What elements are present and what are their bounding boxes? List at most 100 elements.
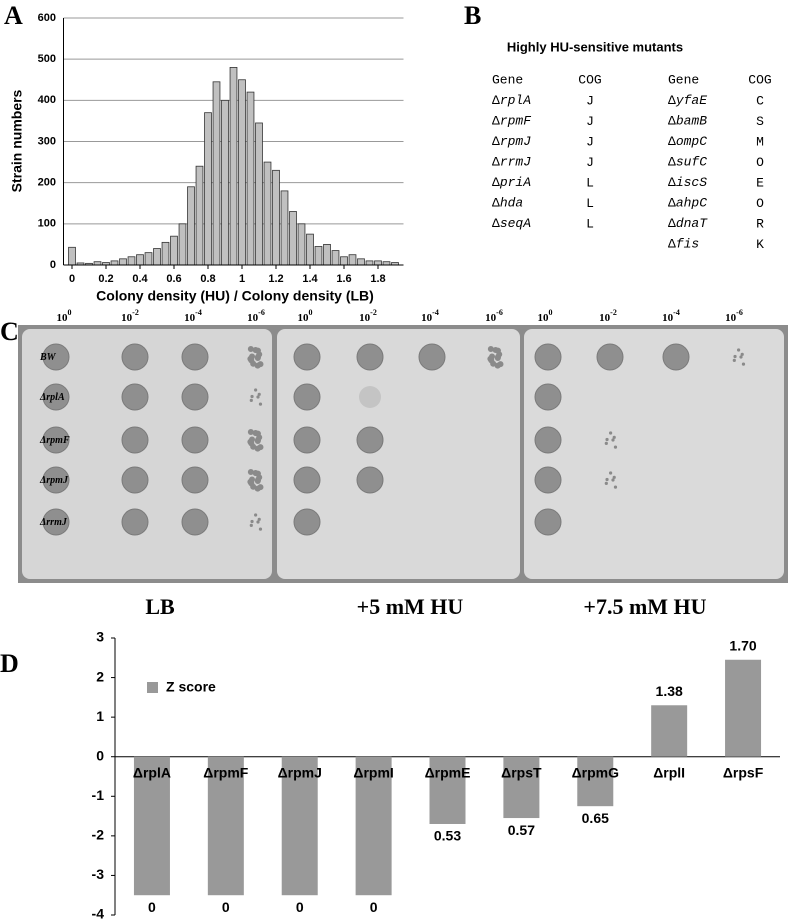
x-tick-label: ΔrpmI [353,764,393,780]
bar [136,254,144,266]
colony [733,354,737,359]
bar [153,248,161,266]
colony [254,445,261,452]
panel-letter: C [0,317,19,346]
ratio-label: 0 [296,899,304,915]
bar [331,250,340,266]
dilution-label: 100 [298,308,313,324]
spot [359,386,381,408]
y-tick-label: 300 [38,135,56,147]
ratio-label: 0 [148,899,156,915]
strain-label: ΔrpmF [39,435,70,446]
spot [181,466,209,494]
colony [254,355,261,362]
plate [524,329,784,579]
ratio-label: 0.65 [582,810,609,826]
colony [254,430,261,437]
colony [490,360,497,367]
x-tick-label: ΔrpmJ [278,764,322,780]
gene-name: Δhda [492,196,523,211]
dilution-label: 10-4 [662,308,680,324]
y-tick-label: 0 [50,259,56,271]
colony [732,358,736,362]
panel-letter: D [0,649,19,678]
colony [609,471,613,475]
y-tick-label: 2 [96,668,104,684]
x-tick-label: ΔrpmE [425,764,471,780]
strain-label: ΔrplA [39,392,65,403]
cog-code: R [756,216,764,231]
spot [121,466,149,494]
colony [494,362,501,369]
gene-name: ΔrpmF [492,114,531,129]
bar [429,756,466,824]
spot [662,343,690,371]
table-title: Highly HU-sensitive mutants [507,39,683,54]
bar [355,756,392,896]
x-tick-label: ΔrplI [653,764,685,780]
colony [254,388,258,392]
spot [418,343,446,371]
dilution-label: 10-6 [725,308,743,324]
condition-label: +5 mM HU [357,594,464,619]
spot [42,426,70,454]
strain-label: BW [39,352,57,363]
colony [254,470,261,477]
colony [254,438,261,445]
spot [121,508,149,536]
bar [340,256,348,266]
bar [280,190,289,266]
bar [238,79,246,266]
bar [68,246,76,266]
bar [297,223,306,266]
colony [247,355,254,362]
legend-label: Z score [166,679,216,695]
bar [263,161,272,266]
bar [133,756,170,896]
x-tick-label: ΔrpsF [723,764,764,780]
colony [604,441,608,445]
gene-name: ΔyfaE [668,93,707,108]
colony [257,517,261,521]
bar [503,756,540,819]
spot [534,426,562,454]
spot [181,426,209,454]
bar [365,260,374,266]
bar [374,260,382,266]
dilution-label: 10-4 [184,308,202,324]
ratio-label: 0.57 [508,822,535,838]
colony [250,360,257,367]
spot [293,466,321,494]
colony [604,481,608,485]
y-tick-label: 500 [38,53,56,65]
colony [247,469,254,476]
x-tick-label: 0.4 [132,273,148,285]
table-header: COG [748,72,771,87]
x-tick-label: 0.8 [200,273,215,285]
x-tick-label: 1.4 [302,273,318,285]
spot [356,466,384,494]
y-tick-label: -1 [92,787,105,803]
y-tick-label: 600 [38,12,56,24]
spot [293,343,321,371]
x-tick-label: ΔrpmG [572,764,620,780]
spot [356,343,384,371]
colony [254,513,258,517]
y-tick-label: 1 [96,708,104,724]
colony [612,435,616,439]
spot [534,466,562,494]
gene-name: ΔsufC [668,155,707,170]
spot [534,383,562,411]
cog-code: E [756,175,764,190]
condition-label: LB [145,594,175,619]
colony [611,478,615,482]
x-tick-label: ΔrpsT [501,764,542,780]
colony [737,348,741,352]
y-tick-label: -4 [92,906,105,922]
gene-name: ΔompC [668,134,707,149]
x-tick-label: 1.2 [268,273,283,285]
cog-code: J [586,155,594,170]
colony [250,443,257,450]
bar [144,252,153,266]
